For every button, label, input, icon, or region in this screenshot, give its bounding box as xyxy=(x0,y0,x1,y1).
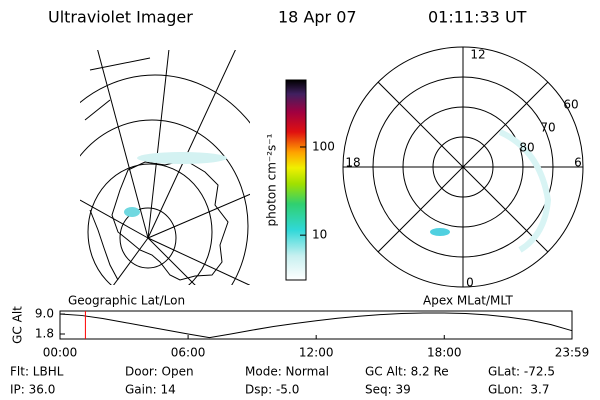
info-field: GLat: -72.5 xyxy=(488,365,555,379)
mlt-label: 12 xyxy=(470,48,485,62)
x-tick-label: 06:00 xyxy=(171,346,206,360)
mlt-label: 6 xyxy=(574,156,582,170)
x-tick-label: 23:59 xyxy=(555,346,590,360)
panel-label: Geographic Lat/Lon xyxy=(68,294,185,308)
info-field: Seq: 39 xyxy=(365,383,411,397)
info-field: IP: 36.0 xyxy=(10,383,55,397)
lat-label: 70 xyxy=(540,121,555,135)
panel-label: Apex MLat/MLT xyxy=(423,294,513,308)
info-field: Flt: LBHL xyxy=(10,365,64,379)
colorbar-label: photon cm⁻²s⁻¹ xyxy=(265,133,279,226)
lat-label: 80 xyxy=(519,141,534,155)
info-field: Door: Open xyxy=(125,365,194,379)
x-tick-label: 18:00 xyxy=(427,346,462,360)
info-field: GC Alt: 8.2 Re xyxy=(365,365,449,379)
title: Ultraviolet Imager xyxy=(48,8,193,27)
polar-plot xyxy=(342,46,584,288)
x-tick-label: 12:00 xyxy=(299,346,334,360)
info-field: Mode: Normal xyxy=(245,365,329,379)
mlt-label: 18 xyxy=(345,156,360,170)
mlt-label: 0 xyxy=(466,276,474,290)
geographic-map xyxy=(80,50,250,285)
time: 01:11:33 UT xyxy=(428,8,527,27)
altitude-line xyxy=(59,312,573,339)
lat-label: 60 xyxy=(563,98,578,112)
info-field: Gain: 14 xyxy=(125,383,176,397)
info-field: Dsp: -5.0 xyxy=(245,383,299,397)
colorbar xyxy=(285,79,307,281)
colorbar-tick-label: 100 xyxy=(312,139,335,153)
info-field: GLon: 3.7 xyxy=(488,383,549,397)
date: 18 Apr 07 xyxy=(278,8,357,27)
y-tick-label: 1.8 xyxy=(35,327,54,341)
y-tick-label: 9.0 xyxy=(35,307,54,321)
x-tick-label: 00:00 xyxy=(43,346,78,360)
colorbar-tick-label: 10 xyxy=(312,228,327,242)
y-axis-label: GC Alt xyxy=(11,306,25,344)
